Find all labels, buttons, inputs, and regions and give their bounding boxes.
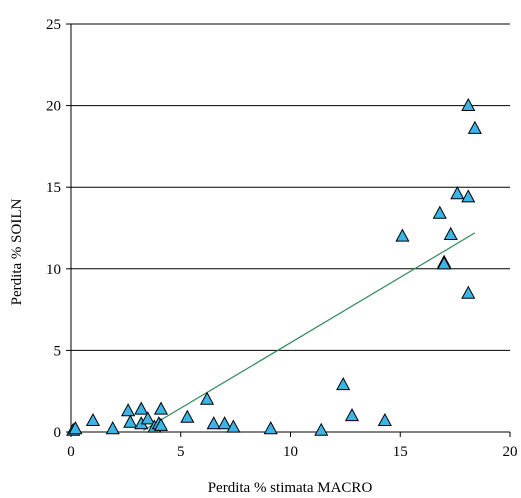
y-tick-label: 10 <box>46 262 61 278</box>
data-point <box>461 285 476 299</box>
data-point <box>105 421 120 435</box>
data-point <box>437 256 452 270</box>
trend-line <box>143 232 476 431</box>
data-point <box>467 120 482 134</box>
data-point <box>461 97 476 111</box>
x-tick-label: 15 <box>393 444 408 460</box>
data-point <box>140 411 155 425</box>
data-point <box>180 409 195 423</box>
y-tick-label: 15 <box>46 180 61 196</box>
data-point <box>206 416 221 430</box>
gridlines <box>71 23 510 351</box>
y-tick-label: 5 <box>54 343 62 359</box>
data-point <box>217 416 232 430</box>
data-point <box>120 403 136 417</box>
data-point <box>123 414 138 428</box>
axes <box>70 24 510 433</box>
data-point <box>199 391 215 405</box>
data-point <box>344 408 360 422</box>
data-point <box>68 421 83 435</box>
trendline-layer <box>143 232 476 431</box>
data-point <box>134 401 149 415</box>
data-point <box>395 228 410 242</box>
data-point <box>314 422 329 436</box>
data-point <box>336 377 351 391</box>
data-point <box>153 401 169 415</box>
x-tick-label: 0 <box>67 444 75 460</box>
data-point <box>450 186 465 200</box>
data-point <box>443 226 458 240</box>
y-tick-label: 0 <box>54 425 62 441</box>
y-tick-label: 20 <box>46 99 61 115</box>
y-tick-label: 25 <box>46 17 61 33</box>
data-point <box>432 205 447 219</box>
ticks: 0 5 10 15 20 25 0 5 10 15 20 <box>46 17 518 460</box>
data-point <box>226 419 241 433</box>
data-point <box>85 412 101 426</box>
x-tick-label: 5 <box>177 444 185 460</box>
y-axis-title: Perdita % SOILN <box>9 199 25 306</box>
data-point <box>377 412 392 426</box>
x-axis-title: Perdita % stimata MACRO <box>208 480 373 496</box>
x-tick-label: 20 <box>503 444 518 460</box>
data-point <box>153 417 169 431</box>
x-tick-label: 10 <box>283 444 298 460</box>
data-points <box>66 97 482 436</box>
data-point <box>263 421 278 435</box>
data-point <box>461 189 476 203</box>
